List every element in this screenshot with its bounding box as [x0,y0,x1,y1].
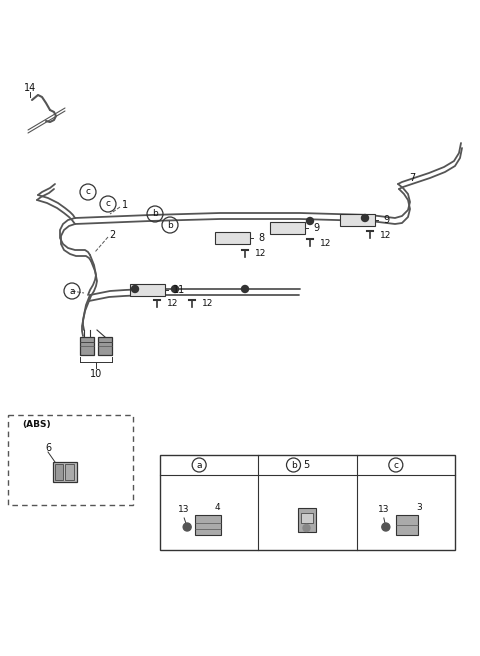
Bar [53,462,77,482]
Text: 9: 9 [383,215,389,225]
Text: c: c [393,461,398,470]
Text: b: b [290,461,296,470]
Bar [270,222,305,234]
Text: 7: 7 [409,173,415,183]
Circle shape [307,218,313,224]
Bar [130,284,165,296]
Bar [215,232,250,244]
Text: b: b [167,220,173,230]
Circle shape [241,285,249,293]
Bar [396,515,418,535]
Text: 2: 2 [109,230,115,240]
Text: 12: 12 [320,239,331,247]
Circle shape [183,523,191,531]
Text: a: a [196,461,202,470]
Bar [300,513,312,523]
Text: 1: 1 [122,200,128,210]
Text: (ABS): (ABS) [22,420,50,430]
Bar [160,455,455,550]
Circle shape [303,525,310,531]
Bar [65,464,74,480]
Text: 10: 10 [90,369,102,379]
Text: 12: 12 [255,249,266,258]
Bar [80,337,94,355]
Text: 4: 4 [214,502,220,512]
Circle shape [361,215,369,222]
Text: 14: 14 [24,83,36,93]
Circle shape [132,285,139,293]
Text: 11: 11 [173,285,185,295]
Text: c: c [85,188,91,197]
Text: 12: 12 [380,230,391,239]
Text: a: a [69,287,75,295]
Text: 6: 6 [45,443,51,453]
Text: 9: 9 [313,223,319,233]
Bar [195,515,221,535]
Text: 12: 12 [202,300,214,308]
Text: 13: 13 [179,506,190,514]
FancyBboxPatch shape [8,415,133,505]
Bar [55,464,63,480]
Bar [340,214,375,226]
Text: 8: 8 [258,233,264,243]
Text: 12: 12 [167,300,179,308]
Text: 3: 3 [416,502,421,512]
Circle shape [382,523,390,531]
Circle shape [171,285,179,293]
Text: 13: 13 [378,506,390,514]
Text: 5: 5 [303,460,310,470]
Text: c: c [106,199,110,209]
Bar [298,508,315,532]
Bar [98,337,112,355]
Text: b: b [152,209,158,218]
